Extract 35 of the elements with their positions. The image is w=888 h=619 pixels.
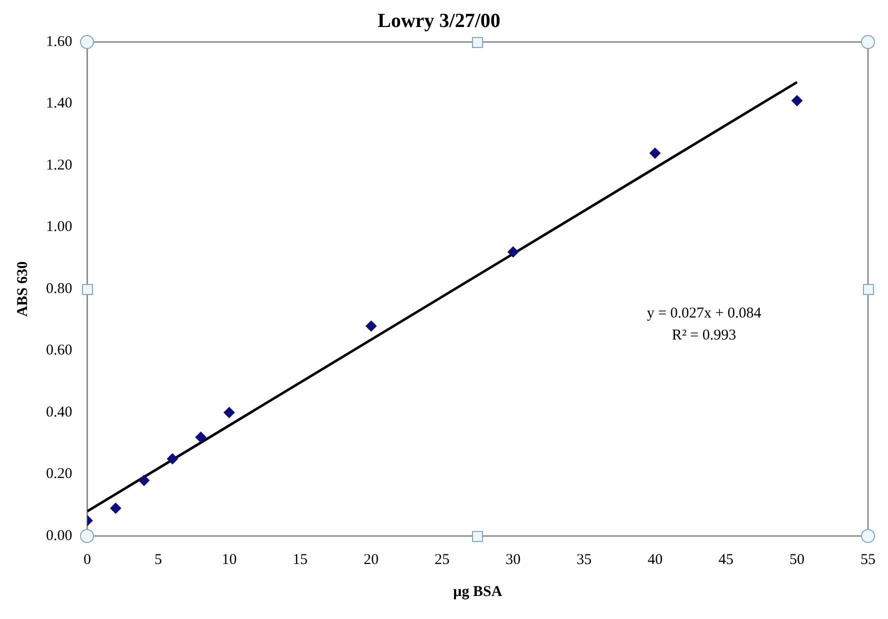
point (792, 95, 803, 106)
point (224, 407, 235, 418)
x-tick-label: 20 (364, 552, 379, 568)
y-tick-label: 1.20 (46, 157, 72, 174)
point (138, 474, 150, 486)
y-tick-label: 0.60 (46, 342, 72, 359)
y-tick-label: 0.00 (46, 528, 72, 544)
y-tick-label: 0.80 (46, 280, 72, 297)
annotation: R² = 0.993 (672, 328, 736, 344)
x-axis-title: µg BSA (453, 584, 502, 600)
y-tick-label: 0.40 (46, 404, 72, 420)
annotation: y = 0.027x + 0.084 (646, 306, 762, 322)
chart-title: Lowry 3/27/00 (378, 10, 500, 32)
point (508, 246, 519, 258)
x-tick-label: 35 (576, 552, 592, 568)
point (650, 148, 661, 159)
point (166, 453, 178, 464)
x-tick-label: 0 (84, 552, 91, 568)
x-tick-label: 55 (860, 552, 876, 568)
y-tick-label: 1.40 (46, 96, 72, 112)
x-tick-label: 45 (718, 552, 734, 568)
x-tick-label: 50 (790, 552, 805, 568)
x-tick-label: 15 (292, 552, 308, 568)
y-axis-title: ABS 630 (14, 261, 31, 317)
point (366, 320, 377, 332)
y-tick-label: 1.60 (46, 34, 72, 50)
y-tick-label: 1.00 (46, 219, 72, 236)
point (110, 502, 122, 514)
point (195, 432, 206, 443)
x-tick-label: 5 (154, 552, 162, 568)
x-tick-label: 30 (506, 552, 521, 568)
x-tick-label: 25 (434, 552, 450, 568)
x-tick-label: 10 (222, 552, 237, 568)
x-tick-label: 40 (648, 552, 663, 568)
y-tick-label: 0.20 (46, 466, 72, 482)
